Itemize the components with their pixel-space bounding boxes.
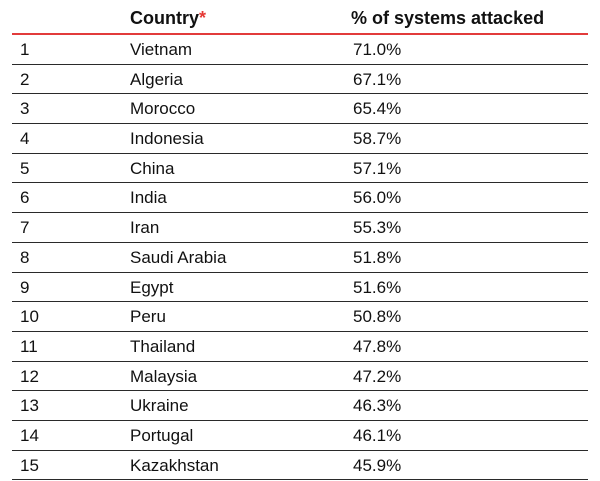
country-cell: Egypt xyxy=(130,277,174,297)
rank-cell: 9 xyxy=(20,277,30,297)
country-cell: Peru xyxy=(130,307,166,327)
table-row: 11 Thailand 47.8% xyxy=(12,332,588,362)
rank-cell: 12 xyxy=(20,366,39,386)
table-row: 6 India 56.0% xyxy=(12,183,588,214)
rank-cell: 15 xyxy=(20,455,39,475)
table-row: 1 Vietnam 71.0% xyxy=(12,35,588,65)
table-row: 3 Morocco 65.4% xyxy=(12,94,588,125)
header-percent-attacked: % of systems attacked xyxy=(351,8,545,28)
table-row: 5 China 57.1% xyxy=(12,154,588,184)
percent-cell: 47.8% xyxy=(353,336,402,356)
rank-cell: 6 xyxy=(20,188,30,208)
rank-cell: 10 xyxy=(20,307,39,327)
rank-cell: 4 xyxy=(20,129,30,149)
header-country: Country* xyxy=(130,7,206,29)
table-row: 8 Saudi Arabia 51.8% xyxy=(12,243,588,273)
rank-cell: 8 xyxy=(20,247,30,267)
country-cell: Vietnam xyxy=(130,40,193,59)
percent-cell: 45.9% xyxy=(353,455,402,475)
country-cell: China xyxy=(130,158,175,178)
table-row: 13 Ukraine 46.3% xyxy=(12,391,588,421)
footnote-asterisk: * xyxy=(199,8,207,28)
percent-cell: 51.6% xyxy=(353,277,402,297)
country-cell: India xyxy=(130,188,167,208)
country-cell: Portugal xyxy=(130,425,194,445)
table-row: 14 Portugal 46.1% xyxy=(12,421,588,451)
rank-cell: 11 xyxy=(20,336,38,356)
country-cell: Kazakhstan xyxy=(130,455,219,475)
country-cell: Thailand xyxy=(130,336,196,356)
rank-cell: 3 xyxy=(20,99,30,119)
percent-cell: 65.4% xyxy=(353,99,402,119)
percent-cell: 46.1% xyxy=(353,425,402,445)
country-cell: Iran xyxy=(130,218,160,238)
percent-cell: 67.1% xyxy=(353,69,402,89)
rank-cell: 13 xyxy=(20,396,39,416)
country-cell: Indonesia xyxy=(130,129,204,149)
percent-cell: 46.3% xyxy=(353,396,402,416)
rank-cell: 1 xyxy=(20,40,30,59)
country-cell: Saudi Arabia xyxy=(130,247,227,267)
table-row: 15 Kazakhstan 45.9% xyxy=(12,451,588,481)
percent-cell: 71.0% xyxy=(353,40,402,59)
percent-cell: 50.8% xyxy=(353,307,402,327)
table-row: 7 Iran 55.3% xyxy=(12,213,588,243)
table-header: Country* % of systems attacked xyxy=(12,0,588,35)
percent-cell: 56.0% xyxy=(353,188,402,208)
table-row: 12 Malaysia 47.2% xyxy=(12,362,588,392)
table-row: 2 Algeria 67.1% xyxy=(12,65,588,95)
country-cell: Malaysia xyxy=(130,366,198,386)
percent-cell: 51.8% xyxy=(353,247,402,267)
rank-cell: 7 xyxy=(20,218,30,238)
percent-cell: 58.7% xyxy=(353,129,402,149)
header-country-label: Country xyxy=(130,8,199,28)
percent-cell: 47.2% xyxy=(353,366,402,386)
country-cell: Algeria xyxy=(130,69,183,89)
country-cell: Morocco xyxy=(130,99,196,119)
table-row: 4 Indonesia 58.7% xyxy=(12,124,588,154)
country-cell: Ukraine xyxy=(130,396,189,416)
rank-cell: 2 xyxy=(20,69,30,89)
percent-cell: 57.1% xyxy=(353,158,402,178)
table-row: 10 Peru 50.8% xyxy=(12,302,588,332)
rank-cell: 5 xyxy=(20,158,30,178)
ranking-table: Country* % of systems attacked 1 Vietnam… xyxy=(12,0,588,481)
rank-cell: 14 xyxy=(20,425,39,445)
percent-cell: 55.3% xyxy=(353,218,402,238)
table-row: 9 Egypt 51.6% xyxy=(12,273,588,303)
